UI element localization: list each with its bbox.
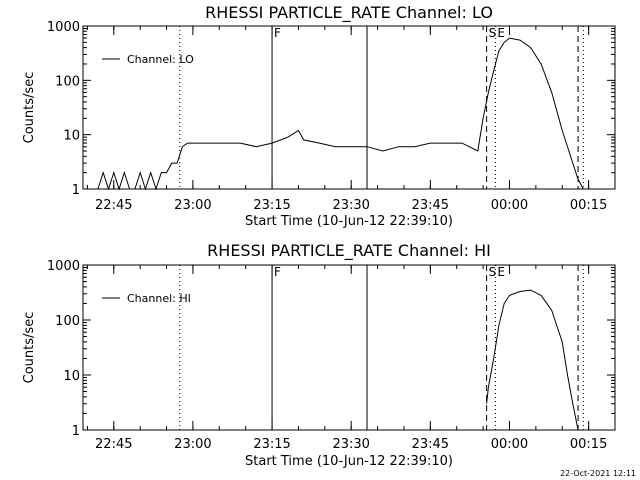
event-marker-label: E xyxy=(497,265,505,279)
chart-panel-1: RHESSI PARTICLE_RATE Channel: LO Counts/s… xyxy=(22,3,616,229)
y-axis-label: Counts/sec xyxy=(22,312,37,384)
x-tick-label: 22:45 xyxy=(95,437,132,452)
x-tick-label: 23:30 xyxy=(332,198,369,213)
x-tick-label: 23:00 xyxy=(174,437,211,452)
legend-entry: Channel: HI xyxy=(127,292,191,305)
plot-frame xyxy=(82,264,616,431)
event-marker-label: E xyxy=(497,26,505,40)
x-tick-label: 23:45 xyxy=(412,198,449,213)
y-axis-label: Counts/sec xyxy=(22,72,37,144)
chart-panel-2: RHESSI PARTICLE_RATE Channel: HI Counts/s… xyxy=(22,241,616,469)
x-tick-label: 22:45 xyxy=(95,198,132,213)
y-tick-label: 1 xyxy=(72,424,80,439)
x-tick-label: 00:15 xyxy=(570,437,607,452)
x-tick-label: 23:15 xyxy=(253,437,290,452)
x-tick-label: 23:45 xyxy=(412,437,449,452)
legend-entry: Channel: LO xyxy=(127,53,194,66)
x-tick-label: 23:15 xyxy=(253,198,290,213)
chart-title: RHESSI PARTICLE_RATE Channel: HI xyxy=(207,241,491,261)
event-marker-label: S xyxy=(489,265,497,279)
plot-frame xyxy=(82,25,616,190)
x-tick-label: 23:30 xyxy=(332,437,369,452)
chart-title: RHESSI PARTICLE_RATE Channel: LO xyxy=(205,3,493,23)
y-tick-label: 10 xyxy=(63,129,80,144)
event-marker-label: F xyxy=(274,26,281,40)
x-tick-label: 00:15 xyxy=(570,198,607,213)
y-tick-label: 100 xyxy=(55,74,80,89)
event-marker-label: F xyxy=(274,265,281,279)
x-tick-label: 23:00 xyxy=(174,198,211,213)
x-tick-label: 00:00 xyxy=(491,437,528,452)
y-tick-label: 1000 xyxy=(47,20,80,35)
series-line xyxy=(486,289,579,431)
timestamp-stamp: 22-Oct-2021 12:11 xyxy=(560,469,636,478)
y-tick-label: 1 xyxy=(72,183,80,198)
event-marker-label: S xyxy=(489,26,497,40)
x-axis-label: Start Time (10-Jun-12 22:39:10) xyxy=(245,454,453,469)
y-tick-label: 100 xyxy=(55,314,80,329)
y-tick-label: 10 xyxy=(63,369,80,384)
y-tick-label: 1000 xyxy=(47,259,80,274)
x-tick-label: 00:00 xyxy=(491,198,528,213)
series-line xyxy=(92,37,584,191)
x-axis-label: Start Time (10-Jun-12 22:39:10) xyxy=(245,214,453,229)
